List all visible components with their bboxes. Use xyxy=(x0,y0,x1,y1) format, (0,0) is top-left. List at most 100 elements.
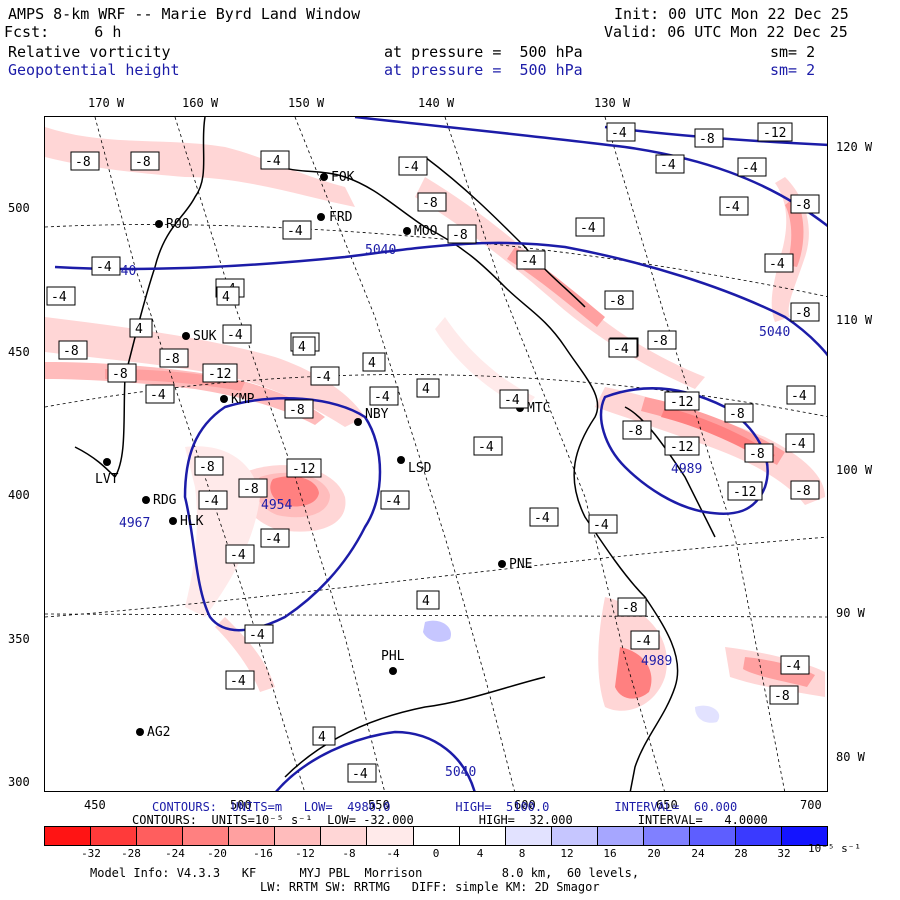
svg-text:4: 4 xyxy=(318,730,326,745)
map-svg: FOK FRD ROO MOO SUK KMP NBY LVT RDG HLK … xyxy=(45,117,827,791)
lon-label-170w: 170 W xyxy=(88,96,125,110)
svg-text:-4: -4 xyxy=(613,342,629,357)
vorticity-contour-info: CONTOURS: UNITS=10⁻⁵ s⁻¹ LOW= -32.000 HI… xyxy=(132,813,768,827)
height-contour-info: CONTOURS: UNITS=m LOW= 4980.0 HIGH= 5100… xyxy=(152,800,738,814)
svg-text:-4: -4 xyxy=(230,548,246,563)
svg-text:-8: -8 xyxy=(75,155,91,170)
lon-label-140w: 140 W xyxy=(418,96,455,110)
vort-label-n8-g: -8 xyxy=(194,456,224,476)
colorbar-swatch xyxy=(551,827,598,845)
x-tick-600: 600 xyxy=(514,798,536,812)
colorbar-label: -12 xyxy=(295,847,315,860)
colorbar-swatch xyxy=(183,827,230,845)
vort-label-n8-n: -8 xyxy=(724,403,754,423)
svg-text:-4: -4 xyxy=(150,388,166,403)
station-markers xyxy=(103,173,524,736)
height-label-5040-north: 5040 xyxy=(365,243,396,258)
station-hlk-label: HLK xyxy=(180,514,204,529)
vort-label-n4-u: -4 xyxy=(369,386,399,406)
station-phl-label: PHL xyxy=(381,649,405,664)
coastline xyxy=(74,117,716,791)
x-tick-650: 650 xyxy=(656,798,678,812)
vort-label-n4-ah: -4 xyxy=(780,655,810,675)
colorbar-label: 16 xyxy=(603,847,617,860)
vort-label-n4-q: -4 xyxy=(222,324,252,344)
y-tick-350: 350 xyxy=(8,632,30,646)
svg-text:-12: -12 xyxy=(763,126,786,141)
station-labels: FOK FRD ROO MOO SUK KMP NBY LVT RDG HLK … xyxy=(95,170,550,740)
vort-label-n12: -12 xyxy=(286,458,322,478)
svg-text:-4: -4 xyxy=(403,160,419,175)
colorbar-swatch xyxy=(459,827,506,845)
colorbar-label: 0 xyxy=(432,847,440,860)
vort-label-n4-ab: -4 xyxy=(473,436,503,456)
svg-text:-4: -4 xyxy=(534,511,550,526)
svg-text:-4: -4 xyxy=(790,437,806,452)
svg-text:-8: -8 xyxy=(422,196,438,211)
vort-label-n4-o: -4 xyxy=(91,256,121,276)
svg-text:-8: -8 xyxy=(749,447,765,462)
svg-text:-8: -8 xyxy=(774,689,790,704)
colorbar-swatch xyxy=(782,827,828,845)
vort-label-n8-a: -8 xyxy=(70,151,100,171)
station-ag2-label: AG2 xyxy=(147,725,170,740)
vort-label-n4-w: -4 xyxy=(380,490,410,510)
vort-label-n8-q: -8 xyxy=(790,194,820,214)
lon-label-110w: 110 W xyxy=(836,313,873,327)
station-fok-dot xyxy=(320,173,328,181)
vort-label-n8-f: -8 xyxy=(284,399,314,419)
svg-text:-4: -4 xyxy=(227,328,243,343)
svg-text:-4: -4 xyxy=(478,440,494,455)
vort-label-p4-c: 4 xyxy=(292,336,316,356)
vort-label-n4-z: -4 xyxy=(244,624,274,644)
vort-label-n8-u: -8 xyxy=(694,128,724,148)
model-info-physics: LW: RRTM SW: RRTMG DIFF: simple KM: 2D S… xyxy=(260,880,600,894)
svg-text:-12: -12 xyxy=(208,367,231,382)
svg-text:-4: -4 xyxy=(521,254,537,269)
vort-label-n4-g: -4 xyxy=(719,196,749,216)
station-nby-label: NBY xyxy=(365,407,389,422)
valid-time: Valid: 06 UTC Mon 22 Dec 25 xyxy=(604,23,848,41)
vort-label-n8-m: -8 xyxy=(622,420,652,440)
colorbar-label: -4 xyxy=(386,847,400,860)
svg-text:4: 4 xyxy=(298,340,306,355)
vort-label-n4-y: -4 xyxy=(225,544,255,564)
field1-level: at pressure = 500 hPa xyxy=(384,43,583,61)
colorbar-label: 12 xyxy=(560,847,574,860)
svg-text:-8: -8 xyxy=(63,344,79,359)
vort-label-n12-e: -12 xyxy=(664,436,700,456)
station-suk-dot xyxy=(182,332,190,340)
svg-text:-12: -12 xyxy=(670,440,693,455)
svg-text:-4: -4 xyxy=(287,224,303,239)
y-tick-300: 300 xyxy=(8,775,30,789)
svg-text:-4: -4 xyxy=(724,200,740,215)
vort-label-n4-t: -4 xyxy=(145,384,175,404)
station-frd-dot xyxy=(317,213,325,221)
x-tick-700: 700 xyxy=(800,798,822,812)
svg-text:-4: -4 xyxy=(385,494,401,509)
vort-label-n8-b: -8 xyxy=(130,151,160,171)
vort-label-n4-ai: -4 xyxy=(347,763,377,783)
svg-text:-8: -8 xyxy=(609,294,625,309)
init-time: Init: 00 UTC Mon 22 Dec 25 xyxy=(614,5,849,23)
colorbar-label: -28 xyxy=(121,847,141,860)
svg-text:-4: -4 xyxy=(96,260,112,275)
svg-text:-4: -4 xyxy=(660,158,676,173)
svg-text:-4: -4 xyxy=(230,674,246,689)
station-pne-label: PNE xyxy=(509,557,532,572)
svg-text:4: 4 xyxy=(368,356,376,371)
station-lvt-label: LVT xyxy=(95,472,119,487)
svg-text:-4: -4 xyxy=(504,393,520,408)
svg-text:4: 4 xyxy=(222,290,230,305)
colorbar-swatch xyxy=(229,827,276,845)
forecast-hour: Fcst: 6 h xyxy=(4,23,122,41)
colorbar-label: -16 xyxy=(253,847,273,860)
field1-smoothing: sm= 2 xyxy=(770,43,816,61)
lon-label-120w: 120 W xyxy=(836,140,873,154)
field1-name: Relative vorticity xyxy=(8,43,171,61)
svg-text:-8: -8 xyxy=(164,352,180,367)
lon-label-130w: 130 W xyxy=(594,96,631,110)
svg-text:-8: -8 xyxy=(795,484,811,499)
vort-label-n12-c: -12 xyxy=(757,122,793,142)
station-phl-dot xyxy=(389,667,397,675)
